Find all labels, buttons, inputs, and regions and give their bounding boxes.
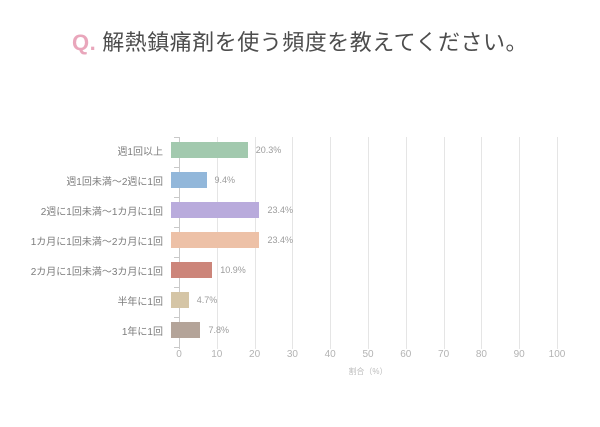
chart-row: 2週に1回未満～1カ月に1回 23.4%: [0, 195, 600, 225]
chart-row: 週1回以上 20.3%: [0, 135, 600, 165]
bar-area: 10.9%: [171, 262, 549, 278]
gridline-30: [292, 137, 294, 349]
value-label: 23.4%: [267, 235, 293, 245]
y-axis-tick: [174, 227, 179, 228]
bar-3: [171, 202, 260, 218]
x-axis-label: 割合（%）: [348, 367, 388, 376]
x-tick-label-60: 60: [400, 349, 412, 360]
chart-row: 半年に1回 4.7%: [0, 285, 600, 315]
bar-2: [171, 172, 207, 188]
bar-1: [171, 142, 248, 158]
x-tick-label-100: 100: [548, 349, 566, 360]
value-label: 23.4%: [267, 205, 293, 215]
x-tick-label-20: 20: [249, 349, 261, 360]
gridline-70: [443, 137, 445, 349]
bar-5: [171, 262, 213, 278]
value-label: 7.8%: [208, 325, 229, 335]
y-axis-tick: [174, 137, 179, 138]
gridline-80: [481, 137, 483, 349]
x-tick-label-30: 30: [286, 349, 298, 360]
y-axis-tick: [174, 197, 179, 198]
chart-title: Q. 解熱鎮痛剤を使う頻度を教えてください。: [0, 27, 600, 59]
category-label: 2カ月に1回未満～3カ月に1回: [30, 266, 163, 278]
x-axis-ticks: 0 10 20 30 40 50 60 70 80 90 100: [176, 349, 565, 363]
bar-area: 20.3%: [171, 142, 549, 158]
bar-area: 23.4%: [171, 202, 549, 218]
gridline-100: [557, 137, 558, 349]
chart-row: 1年に1回 7.8%: [0, 315, 600, 345]
question-text: 解熱鎮痛剤を使う頻度を教えてください。: [102, 30, 528, 55]
bar-chart: 週1回以上 20.3% 週1回未満～2週に1回 9.4% 2週に1回未満～1カ月に1回 2…: [0, 135, 600, 377]
y-axis-tick: [174, 317, 179, 318]
category-label: 1年に1回: [121, 326, 163, 338]
chart-row: 1カ月に1回未満～2カ月に1回 23.4%: [0, 225, 600, 255]
y-axis-tick: [174, 257, 179, 258]
bar-7: [171, 322, 201, 338]
x-tick-label-10: 10: [211, 349, 223, 360]
bar-area: 9.4%: [171, 172, 549, 188]
x-tick-label-40: 40: [324, 349, 336, 360]
bar-area: 4.7%: [171, 292, 549, 308]
category-label: 半年に1回: [117, 296, 163, 308]
category-label: 週1回未満～2週に1回: [66, 176, 163, 188]
x-tick-label-50: 50: [362, 349, 374, 360]
x-tick-label-70: 70: [438, 349, 450, 360]
value-label: 10.9%: [220, 265, 246, 275]
gridline-50: [368, 137, 369, 349]
category-label: 週1回以上: [117, 146, 163, 158]
chart-rows: 週1回以上 20.3% 週1回未満～2週に1回 9.4% 2週に1回未満～1カ月に1回 2…: [0, 135, 600, 345]
category-label: 2週に1回未満～1カ月に1回: [40, 206, 163, 218]
bar-area: 23.4%: [171, 232, 549, 248]
gridline-60: [405, 137, 407, 349]
gridline-40: [330, 137, 332, 349]
question-prefix: Q.: [72, 30, 97, 55]
x-tick-label-90: 90: [513, 349, 525, 360]
y-axis-tick: [174, 347, 179, 348]
value-label: 20.3%: [255, 145, 282, 155]
bar-4: [171, 232, 260, 248]
chart-row: 2カ月に1回未満～3カ月に1回 10.9%: [0, 255, 600, 285]
gridline-90: [519, 137, 521, 349]
y-axis-tick: [174, 287, 179, 288]
x-tick-label-80: 80: [475, 349, 487, 360]
value-label: 9.4%: [214, 175, 236, 185]
value-label: 4.7%: [196, 295, 218, 305]
chart-row: 週1回未満～2週に1回 9.4%: [0, 165, 600, 195]
x-tick-label-0: 0: [176, 349, 182, 360]
bar-area: 7.8%: [171, 322, 549, 338]
category-label: 1カ月に1回未満～2カ月に1回: [30, 236, 163, 248]
bar-6: [171, 292, 189, 308]
y-axis-tick: [174, 167, 179, 168]
